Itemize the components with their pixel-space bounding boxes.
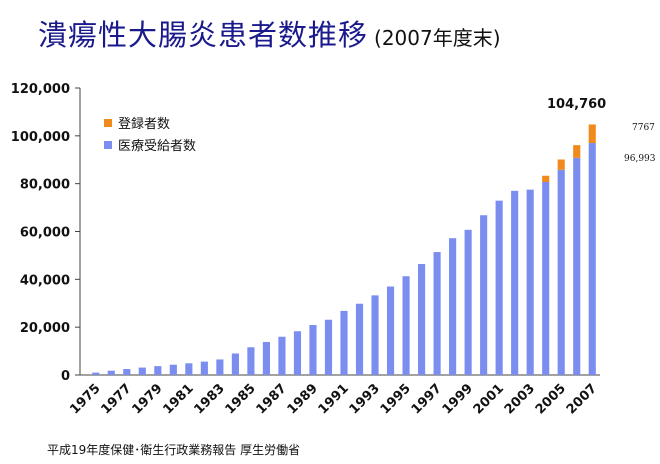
registered-annotation: 7767 bbox=[632, 123, 655, 133]
x-tick-label: 1983 bbox=[192, 381, 228, 417]
bar-medical-1993 bbox=[371, 295, 379, 375]
bar-medical-1984 bbox=[231, 353, 239, 375]
bar-medical-1990 bbox=[324, 319, 333, 375]
x-tick-label: 1977 bbox=[98, 381, 134, 417]
chart-title-block: 潰瘍性大腸炎患者数推移 (2007年度末) bbox=[38, 12, 501, 54]
bar-medical-1981 bbox=[185, 363, 193, 375]
y-tick-label: 120,000 bbox=[11, 82, 70, 97]
bar-medical-1996 bbox=[418, 264, 426, 375]
x-tick-label: 2005 bbox=[533, 381, 569, 417]
x-tick-label: 1979 bbox=[129, 381, 165, 417]
bar-medical-1978 bbox=[138, 367, 146, 375]
x-tick-label: 1999 bbox=[440, 381, 476, 417]
bar-medical-1999 bbox=[464, 229, 472, 375]
bar-medical-1985 bbox=[247, 347, 255, 375]
legend-swatch bbox=[104, 141, 112, 149]
legend-label: 医療受給者数 bbox=[118, 139, 196, 154]
bar-medical-1989 bbox=[309, 325, 317, 375]
bar-medical-1982 bbox=[200, 361, 208, 375]
x-tick-label: 1981 bbox=[160, 381, 196, 417]
bar-medical-1995 bbox=[402, 276, 410, 375]
bar-medical-1980 bbox=[169, 364, 177, 375]
y-tick-label: 60,000 bbox=[20, 226, 70, 241]
bar-medical-2002 bbox=[511, 190, 519, 375]
bar-medical-1983 bbox=[216, 359, 224, 375]
legend-label: 登録者数 bbox=[118, 117, 170, 132]
bar-medical-1976 bbox=[107, 370, 115, 375]
x-tick-label: 1995 bbox=[378, 381, 414, 417]
bar-medical-1975 bbox=[92, 372, 100, 375]
y-tick-label: 40,000 bbox=[20, 273, 70, 288]
total-annotation: 104,760 bbox=[547, 97, 606, 112]
bar-registered-2005 bbox=[557, 159, 565, 170]
bar-medical-1991 bbox=[340, 310, 348, 375]
x-tick-label: 1993 bbox=[347, 381, 383, 417]
bar-medical-1987 bbox=[278, 336, 286, 375]
medical-annotation: 96,993 bbox=[624, 154, 656, 164]
chart-subtitle: (2007年度末) bbox=[374, 26, 501, 50]
bar-medical-2003 bbox=[526, 189, 534, 375]
bar-medical-1992 bbox=[355, 303, 364, 375]
x-tick-label: 2007 bbox=[564, 381, 600, 417]
x-tick-label: 1985 bbox=[223, 381, 259, 417]
bar-registered-2007 bbox=[588, 124, 596, 144]
y-tick-label: 100,000 bbox=[11, 130, 70, 145]
bar-medical-1979 bbox=[154, 366, 162, 375]
bar-medical-2006 bbox=[573, 157, 581, 375]
x-tick-label: 2001 bbox=[471, 381, 507, 417]
bar-medical-1998 bbox=[449, 238, 457, 375]
y-tick-label: 0 bbox=[61, 369, 70, 384]
x-tick-label: 1975 bbox=[67, 381, 103, 417]
bar-medical-2005 bbox=[557, 169, 565, 375]
bar-registered-2006 bbox=[573, 145, 581, 158]
x-tick-label: 1997 bbox=[409, 381, 445, 417]
bar-registered-2004 bbox=[542, 175, 550, 182]
bar-medical-2001 bbox=[495, 200, 503, 375]
bar-medical-2004 bbox=[542, 181, 550, 375]
y-tick-label: 20,000 bbox=[20, 321, 70, 336]
bar-medical-1986 bbox=[262, 341, 270, 375]
x-tick-label: 1991 bbox=[316, 381, 352, 417]
source-note: 平成19年度保健･衛生行政業務報告 厚生労働省 bbox=[47, 443, 301, 457]
x-tick-label: 1989 bbox=[285, 381, 321, 417]
bar-medical-2000 bbox=[480, 215, 488, 375]
bar-medical-1988 bbox=[293, 331, 302, 375]
bar-medical-1977 bbox=[123, 369, 131, 375]
y-tick-label: 80,000 bbox=[20, 178, 70, 193]
x-tick-label: 1987 bbox=[254, 381, 290, 417]
bar-medical-1994 bbox=[386, 286, 395, 375]
bar-medical-1997 bbox=[433, 252, 441, 375]
x-tick-label: 2003 bbox=[502, 381, 538, 417]
chart-title: 潰瘍性大腸炎患者数推移 bbox=[38, 18, 369, 52]
bar-medical-2007 bbox=[588, 143, 596, 375]
legend-swatch bbox=[104, 119, 112, 127]
